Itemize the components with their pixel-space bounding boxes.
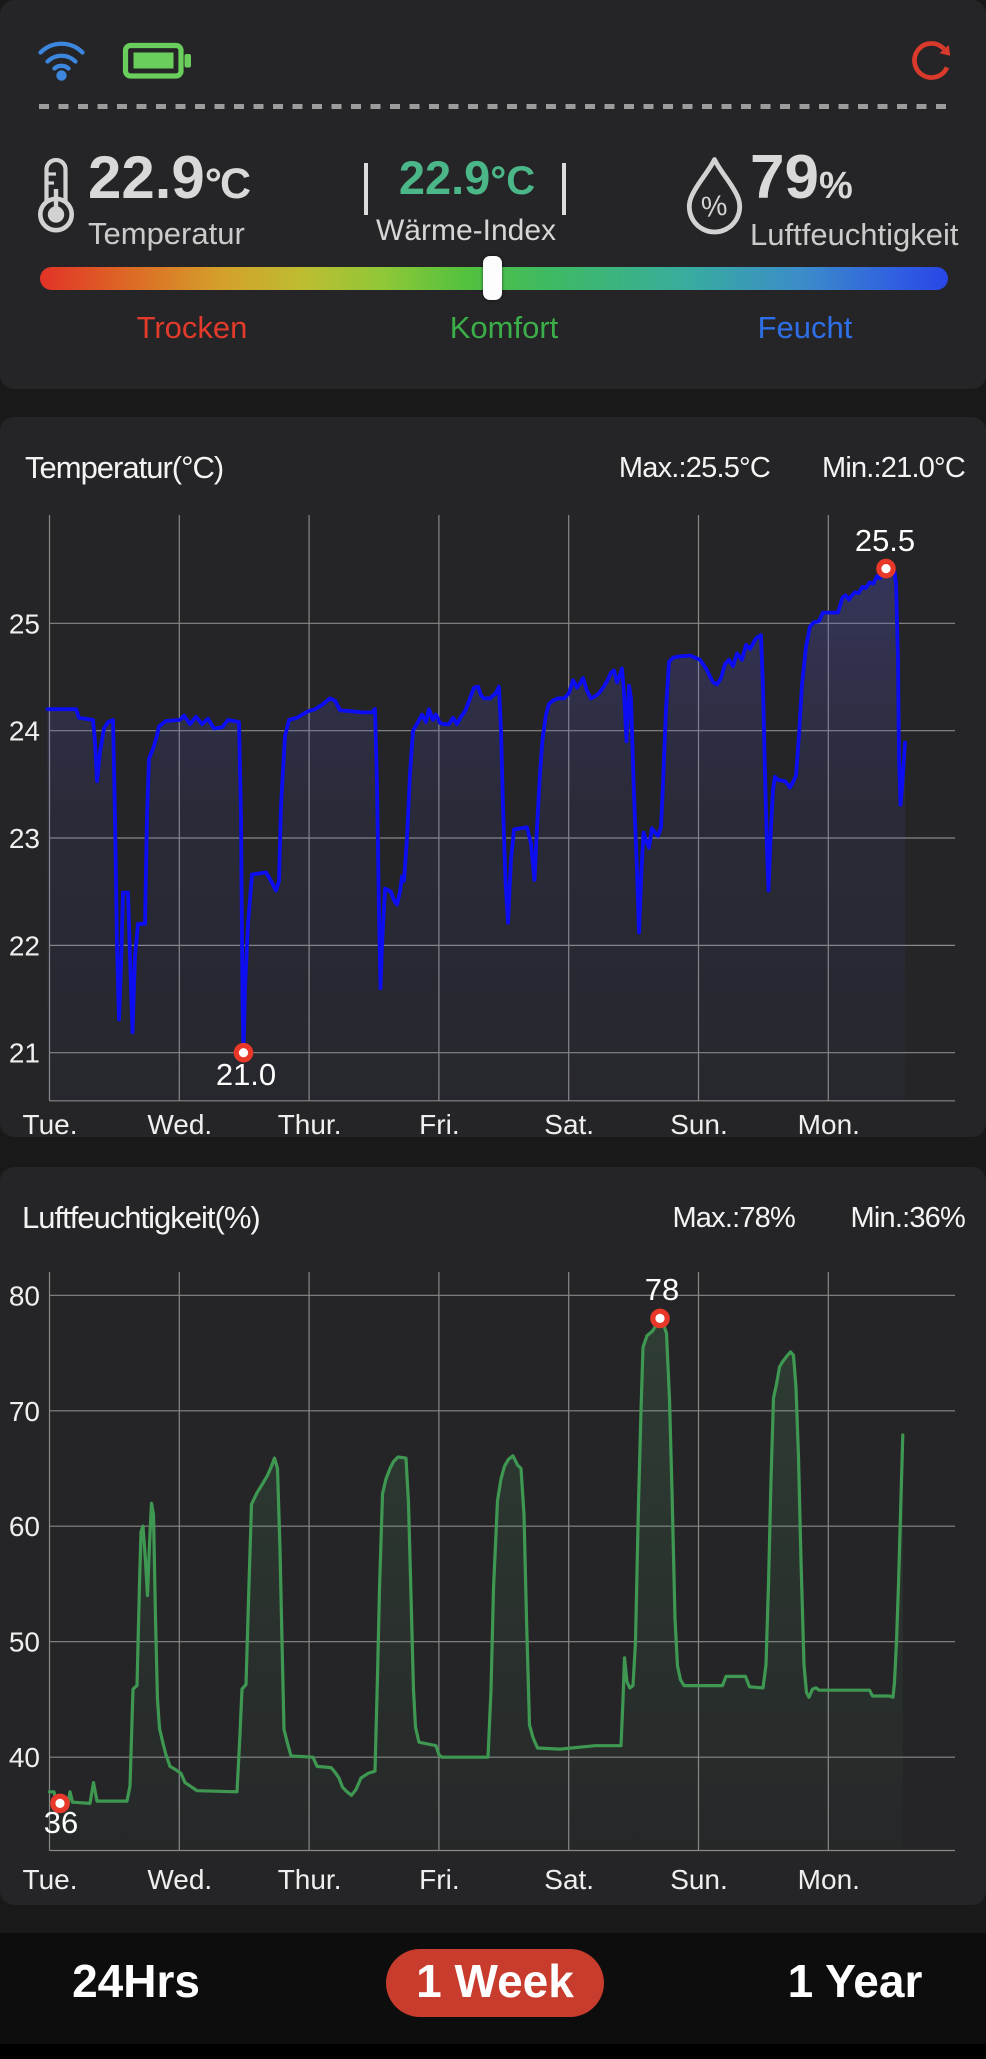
svg-text:22: 22 (9, 930, 40, 961)
svg-text:Thur.: Thur. (278, 1864, 342, 1895)
svg-text:24: 24 (9, 716, 40, 747)
svg-text:Sun.: Sun. (670, 1864, 728, 1895)
svg-text:25.5: 25.5 (855, 523, 915, 558)
svg-text:Min.:21.0°C: Min.:21.0°C (822, 452, 965, 484)
svg-text:Min.:36%: Min.:36% (851, 1202, 966, 1234)
svg-text:25: 25 (9, 608, 40, 639)
svg-text:Temperatur(°C): Temperatur(°C) (25, 450, 223, 485)
svg-text:Thur.: Thur. (278, 1109, 342, 1140)
svg-text:50: 50 (9, 1627, 40, 1658)
svg-text:Tue.: Tue. (23, 1864, 78, 1895)
svg-text:Mon.: Mon. (798, 1109, 860, 1140)
svg-text:Fri.: Fri. (419, 1109, 459, 1140)
svg-text:Max.:25.5°C: Max.:25.5°C (619, 452, 770, 484)
svg-text:%: % (700, 190, 729, 225)
svg-text:Luftfeuchtigkeit(%): Luftfeuchtigkeit(%) (22, 1200, 260, 1235)
svg-text:23: 23 (9, 823, 40, 854)
svg-text:Mon.: Mon. (798, 1864, 860, 1895)
svg-text:Wed.: Wed. (147, 1109, 212, 1140)
svg-text:78: 78 (645, 1272, 679, 1307)
svg-text:21: 21 (9, 1038, 40, 1069)
svg-text:Fri.: Fri. (419, 1864, 459, 1895)
svg-text:21.0: 21.0 (216, 1057, 276, 1092)
svg-text:40: 40 (9, 1742, 40, 1773)
svg-text:36: 36 (44, 1805, 78, 1840)
svg-text:60: 60 (9, 1511, 40, 1542)
svg-text:80: 80 (9, 1280, 40, 1311)
svg-text:70: 70 (9, 1396, 40, 1427)
svg-text:Wed.: Wed. (147, 1864, 212, 1895)
svg-text:Sat.: Sat. (544, 1109, 594, 1140)
svg-text:Tue.: Tue. (23, 1109, 78, 1140)
svg-text:Max.:78%: Max.:78% (672, 1202, 795, 1234)
svg-text:Sun.: Sun. (670, 1109, 728, 1140)
svg-text:Sat.: Sat. (544, 1864, 594, 1895)
